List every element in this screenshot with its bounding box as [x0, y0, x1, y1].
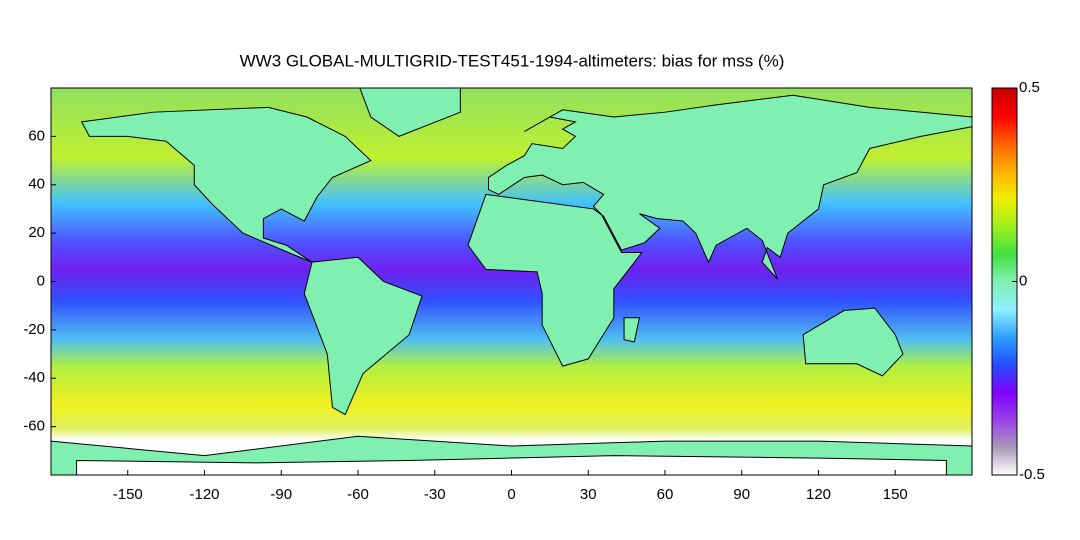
colorbar-tick-label: -0.5 [1019, 466, 1045, 483]
land [303, 256, 423, 416]
x-tick-label: 150 [883, 486, 908, 503]
x-tick-label: -60 [347, 486, 369, 503]
map-area [51, 88, 972, 475]
colorbar-tick-label: 0.5 [1019, 79, 1040, 96]
colorbar-tick-label: 0 [1019, 272, 1027, 289]
y-tick-label: 60 [28, 127, 45, 144]
y-tick-label: -60 [23, 418, 45, 435]
x-tick-label: 90 [733, 486, 750, 503]
chart-title: WW3 GLOBAL-MULTIGRID-TEST451-1994-altime… [240, 51, 785, 70]
land [467, 94, 972, 367]
x-tick-label: 30 [580, 486, 597, 503]
x-tick-label: -90 [270, 486, 292, 503]
y-tick-label: -20 [23, 321, 45, 338]
land [80, 106, 372, 263]
y-tick-label: 40 [28, 176, 45, 193]
x-tick-label: -30 [424, 486, 446, 503]
y-tick-label: 20 [28, 224, 45, 241]
y-tick-label: 0 [37, 272, 45, 289]
y-tick-label: -40 [23, 369, 45, 386]
x-tick-label: -150 [113, 486, 143, 503]
land [802, 307, 904, 377]
x-tick-label: 0 [507, 486, 515, 503]
x-tick-label: 120 [806, 486, 831, 503]
x-tick-label: -120 [189, 486, 219, 503]
x-tick-label: 60 [657, 486, 674, 503]
land [359, 88, 461, 137]
land [623, 317, 641, 343]
ice [76, 455, 947, 475]
